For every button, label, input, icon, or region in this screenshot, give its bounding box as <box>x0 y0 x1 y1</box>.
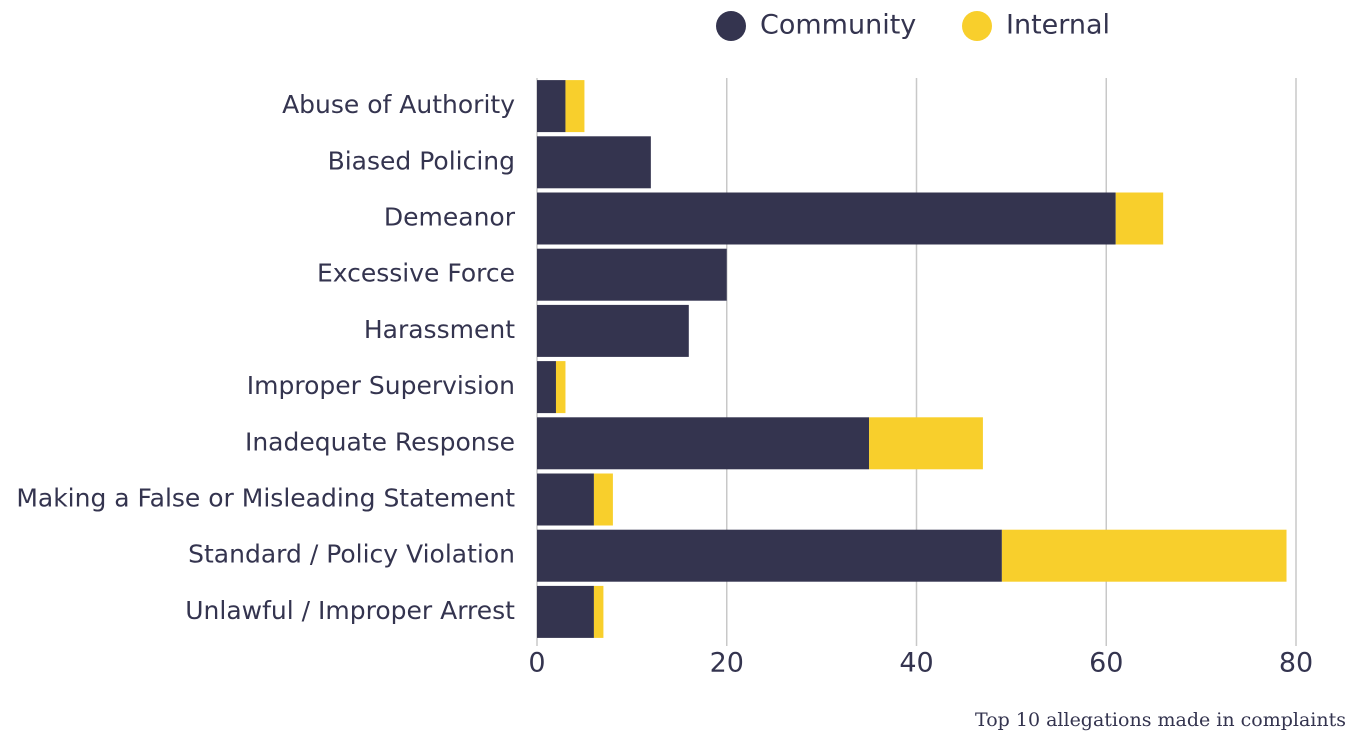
y-tick-label: Harassment <box>364 315 515 344</box>
x-tick-label: 20 <box>710 648 744 679</box>
y-tick-label: Improper Supervision <box>247 371 515 400</box>
y-tick-label: Unlawful / Improper Arrest <box>185 596 515 625</box>
bar-segment <box>1001 529 1287 582</box>
bar-segment <box>537 80 566 133</box>
caption: Top 10 allegations made in complaints <box>975 709 1346 731</box>
bar-segment <box>537 304 689 357</box>
x-tick-label: 0 <box>528 648 545 679</box>
y-tick-label: Biased Policing <box>328 146 515 175</box>
x-tick-label: 40 <box>899 648 933 679</box>
bar-segment <box>565 80 585 133</box>
bar-segment <box>537 192 1116 245</box>
y-tick-label: Standard / Policy Violation <box>188 540 515 569</box>
bar-segment <box>537 136 651 189</box>
bar-segment <box>537 529 1002 582</box>
bar-segment <box>593 473 613 526</box>
y-tick-label: Making a False or Misleading Statement <box>16 484 515 513</box>
legend-swatch <box>962 11 992 41</box>
bar-segment <box>537 361 556 414</box>
bar-segment <box>1115 192 1164 245</box>
bar-segment <box>537 417 870 470</box>
bar-segment <box>537 473 594 526</box>
bar-segment <box>593 585 604 638</box>
y-tick-label: Inadequate Response <box>245 427 515 456</box>
y-tick-label: Abuse of Authority <box>282 90 515 119</box>
bar-segment <box>537 248 727 301</box>
bar-segment <box>537 585 594 638</box>
legend-swatch <box>716 11 746 41</box>
bar-segment <box>555 361 566 414</box>
x-tick-label: 80 <box>1279 648 1313 679</box>
x-tick-label: 60 <box>1089 648 1123 679</box>
y-tick-label: Demeanor <box>384 203 516 232</box>
legend-label: Internal <box>1006 10 1110 41</box>
legend-label: Community <box>760 10 916 41</box>
bar-segment <box>869 417 983 470</box>
y-tick-label: Excessive Force <box>317 259 515 288</box>
